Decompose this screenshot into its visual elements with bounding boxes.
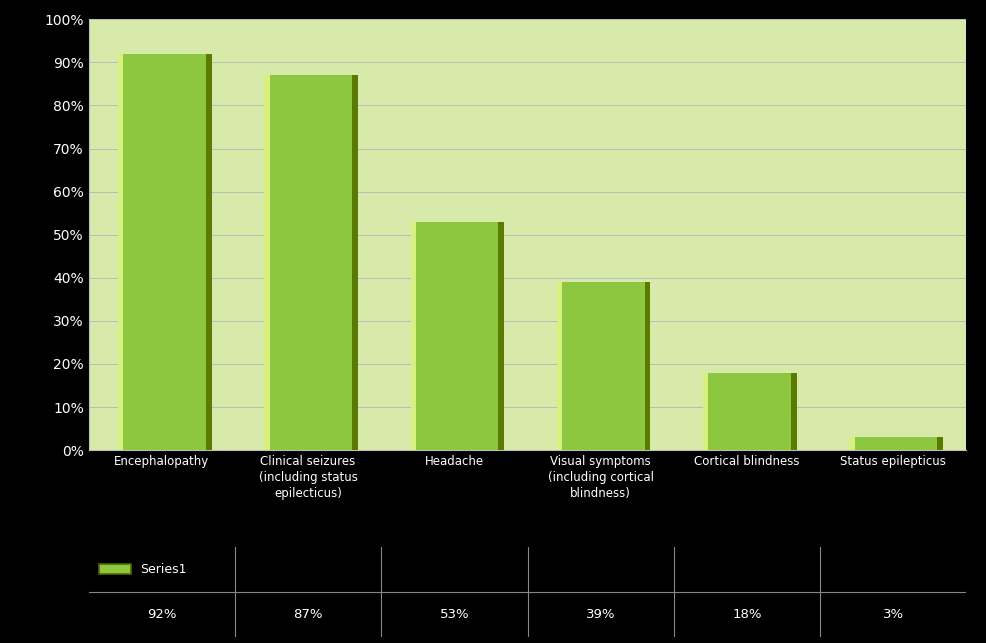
Text: Clinical seizures
(including status
epilecticus): Clinical seizures (including status epil… [258,455,358,500]
Text: Headache: Headache [425,455,484,467]
Polygon shape [352,75,358,450]
Polygon shape [791,372,797,450]
Text: Status epilepticus: Status epilepticus [840,455,947,467]
FancyBboxPatch shape [99,564,131,574]
Text: 18%: 18% [733,608,761,620]
Text: 53%: 53% [440,608,469,620]
Text: 92%: 92% [147,608,176,620]
Text: Cortical blindness: Cortical blindness [694,455,800,467]
Text: 87%: 87% [294,608,322,620]
Polygon shape [498,222,504,450]
Text: Visual symptoms
(including cortical
blindness): Visual symptoms (including cortical blin… [547,455,654,500]
Text: Series1: Series1 [140,563,186,575]
Text: 3%: 3% [882,608,904,620]
Polygon shape [206,54,212,450]
Text: Encephalopathy: Encephalopathy [114,455,209,467]
Polygon shape [645,282,651,450]
Text: 39%: 39% [586,608,615,620]
Polygon shape [937,437,943,450]
